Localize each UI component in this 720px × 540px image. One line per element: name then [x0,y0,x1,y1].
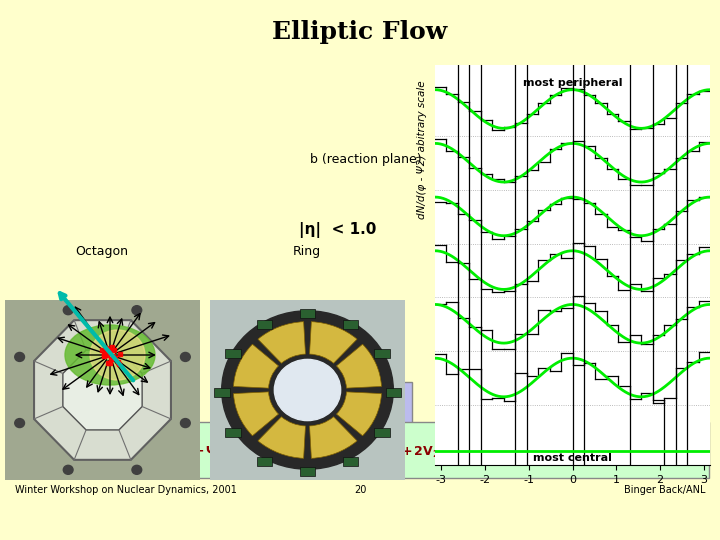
FancyBboxPatch shape [5,300,200,480]
FancyBboxPatch shape [225,349,241,357]
Wedge shape [258,322,305,363]
FancyBboxPatch shape [385,388,401,397]
Circle shape [14,353,24,361]
FancyBboxPatch shape [374,428,390,437]
Text: 20: 20 [354,485,366,495]
Wedge shape [258,417,305,458]
Text: |η|  < 1.0: |η| < 1.0 [300,222,377,238]
Text: most peripheral: most peripheral [523,78,622,88]
Text: Binger Back/ANL: Binger Back/ANL [624,485,705,495]
Text: Winter Workshop on Nuclear Dynamics, 2001: Winter Workshop on Nuclear Dynamics, 200… [15,485,237,495]
FancyBboxPatch shape [12,422,708,478]
Circle shape [181,353,190,361]
FancyBboxPatch shape [374,349,390,357]
FancyBboxPatch shape [300,309,315,318]
Text: $\mathbf{dN/d(\phi-\Psi_R) = N_0\,(1 + 2V_1cos\,(\phi-\Psi_R) + 2V_2cos\,(2(\phi: $\mathbf{dN/d(\phi-\Psi_R) = N_0\,(1 + 2… [142,443,578,461]
Circle shape [132,465,142,474]
Text: most central: most central [533,453,612,463]
Ellipse shape [90,330,145,380]
Wedge shape [336,392,382,436]
FancyBboxPatch shape [257,457,272,466]
Ellipse shape [65,325,155,385]
FancyBboxPatch shape [300,468,315,476]
Circle shape [132,306,142,315]
Circle shape [274,360,341,421]
Text: dN/d(φ - Ψ2) abitrary scale: dN/d(φ - Ψ2) abitrary scale [417,80,427,219]
Circle shape [14,418,24,428]
Circle shape [181,418,190,428]
FancyBboxPatch shape [214,388,230,397]
Polygon shape [63,350,142,430]
Wedge shape [310,322,357,363]
FancyBboxPatch shape [343,320,359,329]
Text: b (reaction plane): b (reaction plane) [310,153,422,166]
FancyBboxPatch shape [210,300,405,480]
Wedge shape [310,417,357,458]
FancyBboxPatch shape [264,382,412,433]
Text: Ring: Ring [293,245,321,258]
Circle shape [63,306,73,315]
Circle shape [63,465,73,474]
FancyBboxPatch shape [225,428,241,437]
FancyBboxPatch shape [257,320,272,329]
Polygon shape [34,320,171,460]
Text: Elliptic Flow: Elliptic Flow [272,20,448,44]
Wedge shape [336,344,382,388]
FancyBboxPatch shape [343,457,359,466]
Circle shape [222,311,393,469]
Text: $\phi - \Psi_2$ (radian): $\phi - \Psi_2$ (radian) [530,423,614,437]
Wedge shape [233,392,279,436]
Text: Octagon: Octagon [76,245,128,258]
Wedge shape [233,344,279,388]
